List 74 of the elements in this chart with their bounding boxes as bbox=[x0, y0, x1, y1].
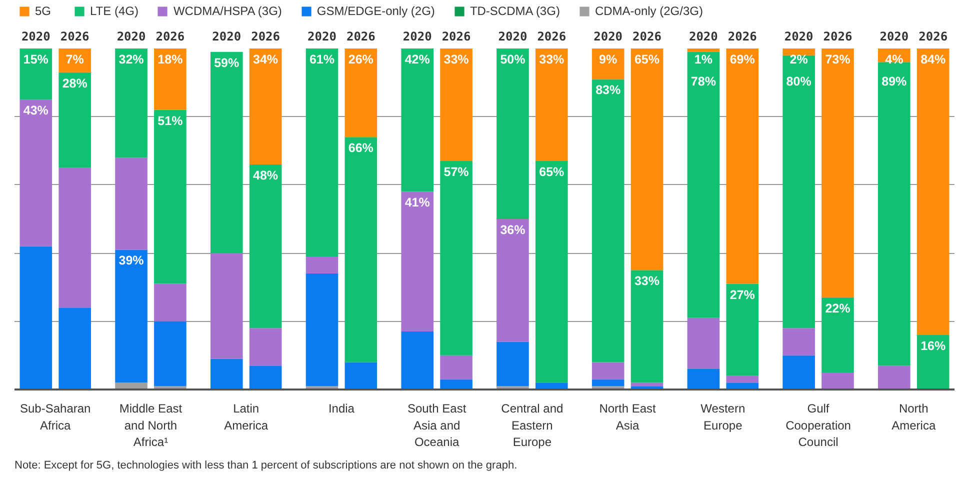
text: Middle East and North Africa¹ bbox=[119, 402, 183, 450]
data-label: 36% bbox=[500, 223, 526, 237]
data-label: 65% bbox=[539, 165, 564, 180]
data-label: 41% bbox=[404, 196, 430, 210]
data-label: 89% bbox=[882, 74, 907, 89]
text: North America bbox=[892, 402, 936, 432]
text: Gulf Cooperation Council bbox=[786, 402, 851, 450]
data-label: 9% bbox=[599, 52, 618, 66]
data-label: 22% bbox=[825, 301, 850, 316]
data-label: 39% bbox=[118, 254, 144, 268]
legend-label: 5G bbox=[35, 4, 52, 18]
data-label: 42% bbox=[404, 52, 430, 66]
data-label: 33% bbox=[634, 274, 660, 288]
text: Western Europe bbox=[700, 402, 746, 432]
data-label: 51% bbox=[158, 114, 183, 128]
data-label: 16% bbox=[920, 338, 946, 353]
x-tick-label: 2026 bbox=[918, 30, 948, 44]
data-label: 59% bbox=[214, 56, 240, 70]
data-label: 7% bbox=[66, 52, 84, 66]
data-label: 48% bbox=[253, 168, 278, 182]
data-label: 32% bbox=[118, 52, 144, 66]
data-label: 83% bbox=[596, 83, 621, 98]
data-label: 2% bbox=[790, 52, 808, 66]
text: Sub-Saharan Africa bbox=[20, 402, 91, 432]
data-label: 43% bbox=[23, 104, 48, 118]
data-label: 65% bbox=[634, 52, 660, 66]
data-label: 26% bbox=[348, 52, 374, 66]
data-label: 61% bbox=[309, 52, 335, 66]
x-tick-label: 2020 bbox=[308, 30, 336, 44]
data-label: 78% bbox=[690, 74, 716, 89]
x-tick-label: 2020 bbox=[212, 30, 242, 44]
data-label: 50% bbox=[500, 52, 526, 66]
legend-label: LTE (4G) bbox=[90, 4, 138, 18]
x-tick-label: 2026 bbox=[442, 30, 471, 44]
x-tick-label: 2020 bbox=[116, 30, 146, 44]
data-label: 66% bbox=[348, 141, 374, 156]
x-tick-label: 2026 bbox=[823, 30, 852, 44]
x-tick-label: 2020 bbox=[880, 30, 909, 44]
x-tick-label: 2026 bbox=[156, 30, 185, 44]
data-label: 1% bbox=[694, 52, 712, 66]
data-label: 33% bbox=[539, 52, 564, 66]
x-tick-label: 2026 bbox=[632, 30, 662, 44]
x-tick-label: 2020 bbox=[594, 30, 623, 44]
legend-label: TD-SCDMA (3G) bbox=[470, 4, 560, 18]
x-tick-label: 2026 bbox=[537, 30, 566, 44]
data-label: 15% bbox=[23, 52, 48, 66]
text: Latin America bbox=[224, 402, 268, 432]
x-tick-label: 2026 bbox=[728, 30, 757, 44]
text: Note: Except for 5G, technologies with less than 1 percent of subscriptions are not shown on the graph. bbox=[14, 460, 518, 472]
data-label: 80% bbox=[786, 74, 812, 89]
x-tick-label: 2026 bbox=[346, 30, 376, 44]
text: South East Asia and Oceania bbox=[407, 402, 467, 450]
text: North East Asia bbox=[599, 402, 657, 432]
legend-label: CDMA-only (2G/3G) bbox=[594, 4, 703, 18]
x-tick-label: 2020 bbox=[784, 30, 814, 44]
x-tick-label: 2020 bbox=[498, 30, 528, 44]
legend-label: WCDMA/HSPA (3G) bbox=[173, 4, 282, 18]
x-tick-label: 2020 bbox=[402, 30, 432, 44]
text: India bbox=[328, 402, 355, 416]
text: Central and Eastern Europe bbox=[501, 402, 564, 450]
data-label: 27% bbox=[730, 288, 755, 302]
data-label: 18% bbox=[158, 52, 183, 66]
data-label: 73% bbox=[825, 52, 850, 66]
x-tick-label: 2026 bbox=[251, 30, 280, 44]
data-label: 84% bbox=[920, 52, 946, 66]
x-tick-label: 2020 bbox=[21, 30, 50, 44]
data-label: 69% bbox=[730, 52, 755, 66]
data-label: 34% bbox=[253, 52, 278, 66]
data-label: 57% bbox=[444, 165, 469, 180]
legend-label: GSM/EDGE-only (2G) bbox=[316, 4, 435, 18]
x-tick-label: 2020 bbox=[688, 30, 718, 44]
data-label: 33% bbox=[444, 52, 469, 66]
x-tick-label: 2026 bbox=[60, 30, 90, 44]
data-label: 28% bbox=[62, 76, 88, 90]
